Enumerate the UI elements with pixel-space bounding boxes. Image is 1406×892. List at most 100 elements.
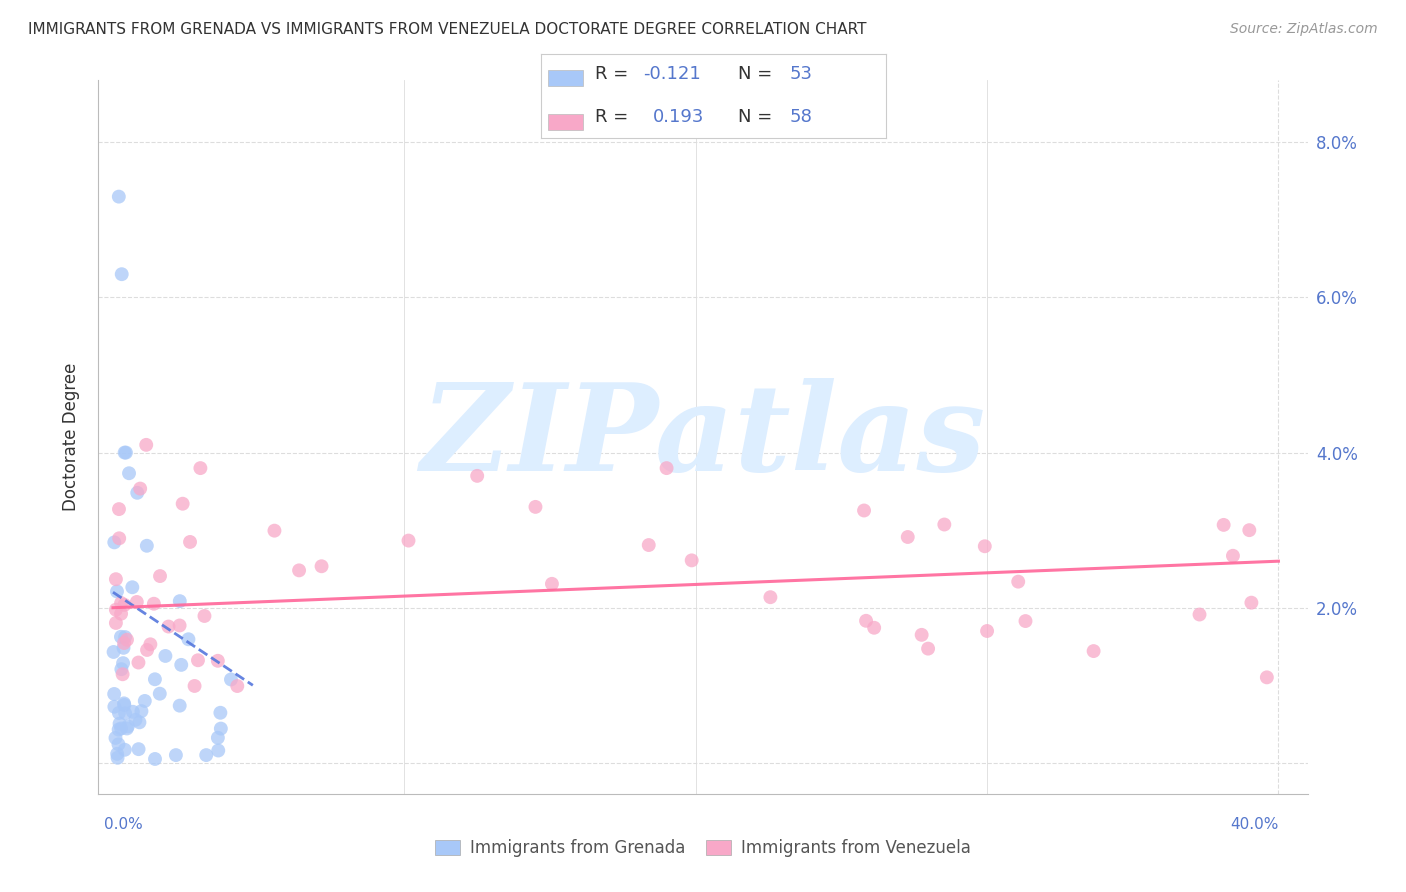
Point xyxy=(143,752,166,766)
Point xyxy=(976,624,998,638)
Point xyxy=(112,640,135,655)
Point xyxy=(114,706,136,721)
Point xyxy=(193,609,215,624)
Point xyxy=(311,559,333,574)
Point xyxy=(115,632,138,647)
Bar xyxy=(548,114,582,130)
Point xyxy=(108,706,131,720)
Point xyxy=(207,654,229,668)
Point xyxy=(110,662,132,676)
Point xyxy=(118,467,141,481)
Point xyxy=(1007,574,1029,589)
Text: N =: N = xyxy=(738,65,778,83)
Point xyxy=(105,584,128,599)
Point xyxy=(681,553,703,567)
Point xyxy=(917,641,939,656)
Point xyxy=(195,748,218,763)
Point xyxy=(209,706,232,720)
Point xyxy=(655,461,678,475)
Point xyxy=(165,748,187,763)
Point xyxy=(897,530,920,544)
Point xyxy=(110,607,132,621)
Point xyxy=(853,503,876,517)
Point xyxy=(112,698,135,712)
Point xyxy=(911,628,934,642)
Point xyxy=(637,538,659,552)
Text: 53: 53 xyxy=(789,65,813,83)
Bar xyxy=(548,70,582,86)
Text: 0.193: 0.193 xyxy=(654,109,704,127)
Point xyxy=(149,569,172,583)
Point xyxy=(104,572,127,586)
Point xyxy=(107,737,129,751)
Point xyxy=(136,643,159,657)
Point xyxy=(117,719,139,733)
Point xyxy=(1256,670,1278,684)
Point xyxy=(121,705,143,719)
Point xyxy=(524,500,547,514)
Point xyxy=(863,621,886,635)
Point xyxy=(139,637,162,651)
Point xyxy=(114,598,136,612)
Point xyxy=(128,742,150,756)
Point xyxy=(288,563,311,577)
Point xyxy=(973,539,995,553)
Point xyxy=(110,722,132,736)
Point xyxy=(105,747,128,761)
Point xyxy=(115,445,138,459)
Point xyxy=(108,531,131,545)
Point xyxy=(107,723,129,737)
Point xyxy=(1083,644,1105,658)
Point xyxy=(108,189,131,203)
Text: R =: R = xyxy=(595,109,640,127)
Text: 58: 58 xyxy=(789,109,813,127)
Point xyxy=(111,667,134,681)
Point xyxy=(103,699,125,714)
Text: N =: N = xyxy=(738,109,778,127)
Point xyxy=(157,619,180,633)
Legend: Immigrants from Grenada, Immigrants from Venezuela: Immigrants from Grenada, Immigrants from… xyxy=(429,833,977,864)
Point xyxy=(1222,549,1244,563)
Point xyxy=(179,535,201,549)
Point xyxy=(128,715,150,730)
Point xyxy=(263,524,285,538)
Point xyxy=(759,591,782,605)
Point xyxy=(172,497,194,511)
Point xyxy=(209,722,232,736)
Point xyxy=(135,539,157,553)
Point xyxy=(1212,517,1234,532)
Point xyxy=(110,630,132,644)
Point xyxy=(121,580,143,594)
Point xyxy=(142,597,165,611)
Point xyxy=(104,731,127,745)
Point xyxy=(541,577,564,591)
Point xyxy=(1239,523,1261,537)
Point xyxy=(219,673,242,687)
Point xyxy=(177,632,200,647)
Text: 0.0%: 0.0% xyxy=(104,817,143,832)
Point xyxy=(112,697,135,711)
Point xyxy=(143,673,166,687)
Point xyxy=(127,485,149,500)
Point xyxy=(129,482,152,496)
Point xyxy=(114,743,136,757)
Point xyxy=(131,704,153,718)
Point xyxy=(135,438,157,452)
Y-axis label: Doctorate Degree: Doctorate Degree xyxy=(62,363,80,511)
Point xyxy=(169,618,191,632)
Point xyxy=(170,657,193,672)
Point xyxy=(134,694,156,708)
Point xyxy=(207,731,229,745)
Point xyxy=(114,445,136,459)
Point xyxy=(111,267,134,281)
Point xyxy=(855,614,877,628)
Point xyxy=(112,636,135,650)
Point xyxy=(108,716,131,731)
Point xyxy=(124,713,146,727)
Point xyxy=(155,648,177,663)
Point xyxy=(110,596,132,610)
Point xyxy=(169,594,191,608)
Point xyxy=(103,687,125,701)
Text: Source: ZipAtlas.com: Source: ZipAtlas.com xyxy=(1230,22,1378,37)
Point xyxy=(398,533,420,548)
